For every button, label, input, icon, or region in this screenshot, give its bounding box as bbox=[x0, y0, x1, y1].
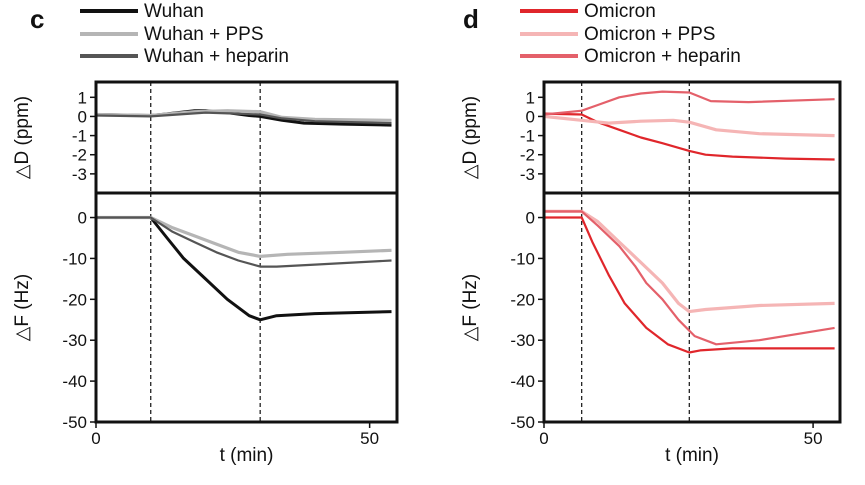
subplot-top: 10-1-2-3 △D (ppm) bbox=[12, 80, 399, 195]
legend-label: Omicron bbox=[584, 1, 656, 22]
y-tick-label: -2 bbox=[72, 146, 87, 165]
x-tick-label: 0 bbox=[91, 429, 100, 448]
y-tick-label: 0 bbox=[526, 107, 535, 126]
x-tick-label: 50 bbox=[360, 429, 379, 448]
plot-frame bbox=[542, 80, 842, 195]
legend-label: Omicron + heparin bbox=[584, 46, 741, 67]
subplot-bottom: 0 -10 -20 -30 -40 -50 △F (Hz) bbox=[12, 191, 399, 432]
legend-label: Omicron + PPS bbox=[584, 24, 715, 45]
y-tick-label: -1 bbox=[72, 127, 87, 146]
x-tick-label: 0 bbox=[539, 429, 548, 448]
y-axis-label: △D (ppm) bbox=[12, 96, 33, 179]
series-line bbox=[543, 114, 835, 138]
y-tick-label: 1 bbox=[78, 88, 87, 107]
y-axis-label: △F (Hz) bbox=[12, 274, 33, 341]
y-tick-label: -50 bbox=[62, 413, 87, 432]
x-axis-label: t (min) bbox=[665, 445, 719, 466]
y-tick-label: 1 bbox=[526, 88, 535, 107]
subplot-top: 10-1-2-3 △D (ppm) bbox=[460, 80, 842, 195]
series-line bbox=[544, 216, 835, 354]
series-line bbox=[544, 210, 835, 346]
series-line bbox=[543, 112, 835, 161]
series-line bbox=[96, 215, 392, 258]
y-tick-label: -3 bbox=[520, 165, 535, 184]
series-line bbox=[544, 209, 835, 314]
plot-frame bbox=[94, 191, 399, 424]
y-tick-label: 0 bbox=[526, 209, 535, 228]
y-tick-label: -30 bbox=[510, 331, 535, 350]
y-tick-label: -40 bbox=[62, 372, 87, 391]
series-line bbox=[96, 216, 392, 322]
y-tick-label: -50 bbox=[510, 413, 535, 432]
y-tick-label: -10 bbox=[510, 249, 535, 268]
y-tick-label: 0 bbox=[78, 107, 87, 126]
panel-letter: c bbox=[30, 4, 44, 34]
legend-label: Wuhan bbox=[144, 1, 204, 22]
y-tick-label: -2 bbox=[520, 146, 535, 165]
series-line bbox=[96, 216, 392, 268]
y-axis-label: △F (Hz) bbox=[460, 274, 481, 341]
series-line bbox=[543, 90, 835, 116]
y-tick-label: -40 bbox=[510, 372, 535, 391]
y-tick-label: -10 bbox=[62, 249, 87, 268]
x-tick-label: 50 bbox=[804, 429, 823, 448]
y-tick-label: -20 bbox=[510, 290, 535, 309]
x-axis-label: t (min) bbox=[220, 445, 274, 466]
plot-frame bbox=[94, 80, 399, 195]
legend-label: Wuhan + heparin bbox=[144, 46, 289, 67]
series-line bbox=[95, 111, 392, 125]
plot-frame bbox=[542, 191, 842, 424]
subplot-bottom: 0 -10 -20 -30 -40 -50 △F (Hz) bbox=[460, 191, 842, 432]
y-tick-label: 0 bbox=[78, 209, 87, 228]
panel-letter: d bbox=[463, 4, 479, 34]
y-tick-label: -3 bbox=[72, 165, 87, 184]
y-tick-label: -20 bbox=[62, 290, 87, 309]
legend-label: Wuhan + PPS bbox=[144, 24, 264, 45]
y-tick-label: -30 bbox=[62, 331, 87, 350]
y-axis-label: △D (ppm) bbox=[460, 96, 481, 179]
y-tick-label: -1 bbox=[520, 127, 535, 146]
